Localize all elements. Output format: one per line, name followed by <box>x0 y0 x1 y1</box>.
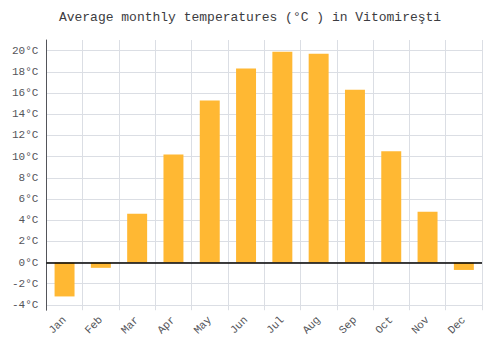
svg-text:Average monthly temperatures (: Average monthly temperatures (°C ) in Vi… <box>59 10 441 25</box>
svg-text:10°C: 10°C <box>12 151 39 163</box>
svg-text:Jun: Jun <box>228 314 250 336</box>
svg-text:8°C: 8°C <box>19 172 39 184</box>
svg-text:Aug: Aug <box>300 314 322 336</box>
svg-text:12°C: 12°C <box>12 129 39 141</box>
svg-text:Mar: Mar <box>119 314 141 336</box>
svg-text:Sep: Sep <box>337 314 359 336</box>
svg-text:Oct: Oct <box>373 314 395 336</box>
svg-text:Nov: Nov <box>409 314 432 337</box>
svg-text:-4°C: -4°C <box>12 299 39 311</box>
svg-text:Apr: Apr <box>155 314 177 336</box>
svg-text:Feb: Feb <box>83 314 105 336</box>
svg-text:16°C: 16°C <box>12 87 39 99</box>
svg-text:20°C: 20°C <box>12 45 39 57</box>
svg-text:6°C: 6°C <box>19 193 39 205</box>
svg-text:-2°C: -2°C <box>12 278 39 290</box>
svg-text:Dec: Dec <box>446 314 468 336</box>
svg-text:4°C: 4°C <box>19 214 39 226</box>
svg-text:14°C: 14°C <box>12 108 39 120</box>
svg-text:Jul: Jul <box>264 314 286 336</box>
svg-text:2°C: 2°C <box>19 235 39 247</box>
svg-text:0°C: 0°C <box>19 257 39 269</box>
svg-text:May: May <box>192 314 215 337</box>
svg-text:18°C: 18°C <box>12 66 39 78</box>
svg-text:Jan: Jan <box>46 314 68 336</box>
